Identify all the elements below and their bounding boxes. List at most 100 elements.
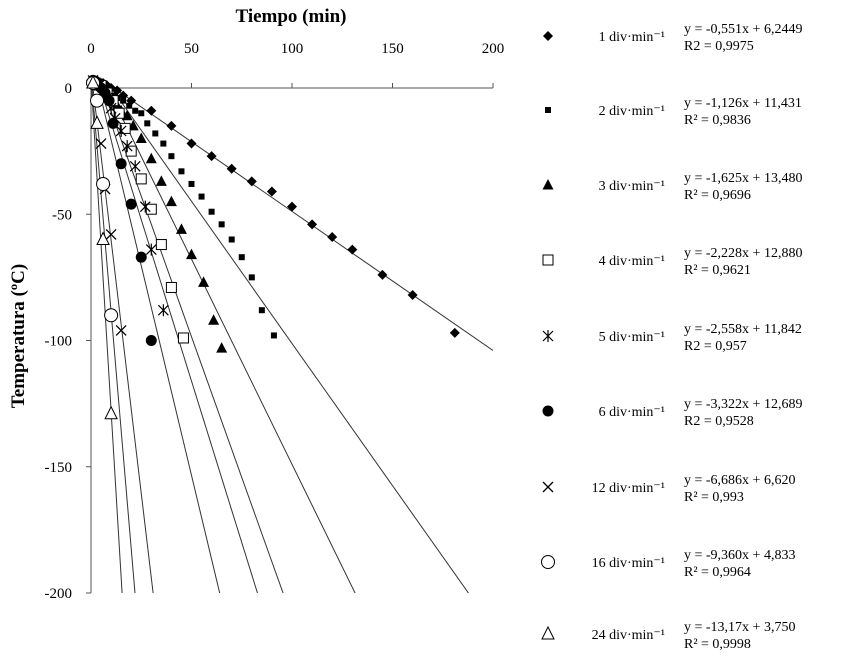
trendline <box>102 88 284 593</box>
data-point <box>95 138 107 150</box>
ticks: 0 50 100 150 200 0 -50 -100 -150 -200 <box>45 41 505 602</box>
data-point <box>165 195 177 207</box>
r-squared-label: R² = 0,9998 <box>684 637 751 652</box>
data-point <box>246 176 257 187</box>
data-point <box>90 115 104 129</box>
data-point <box>327 231 338 242</box>
data-point <box>270 332 277 339</box>
data-point <box>155 239 167 251</box>
legend-item: 1 div·min⁻¹ y = -0,551x + 6,2449 R2 = 0,99… <box>543 22 802 54</box>
legend-marker <box>542 330 554 342</box>
r-squared-label: R2 = 0,9528 <box>684 414 754 429</box>
r-squared-label: R² = 0,9696 <box>684 188 751 203</box>
legend-label: 2 div·min⁻¹ <box>599 104 665 119</box>
data-point <box>145 152 157 164</box>
data-point <box>115 124 127 137</box>
data-point <box>145 243 157 256</box>
legend-marker <box>542 405 554 417</box>
legend-marker <box>541 625 555 640</box>
data-point <box>266 186 277 197</box>
trendline <box>91 88 136 593</box>
legend-marker <box>542 179 554 190</box>
data-point <box>104 405 118 420</box>
trendline-equation: y = -2,228x + 12,880 <box>684 246 802 261</box>
data-point <box>377 269 388 280</box>
legend: 1 div·min⁻¹ y = -0,551x + 6,2449 R2 = 0,99… <box>541 22 802 652</box>
data-point <box>165 281 177 293</box>
trendline-equation: y = -1,625x + 13,480 <box>684 171 802 186</box>
r-squared-label: R2 = 0,9975 <box>684 39 754 54</box>
legend-label: 5 div·min⁻¹ <box>599 330 665 345</box>
data-point <box>228 236 235 243</box>
legend-label: 6 div·min⁻¹ <box>599 405 665 420</box>
x-tick-label: 150 <box>381 41 404 57</box>
y-tick-label: -150 <box>45 460 73 476</box>
data-point <box>166 120 177 131</box>
data-point <box>155 175 167 186</box>
data-point <box>307 219 318 230</box>
r-squared-label: R² = 0,9964 <box>684 565 751 580</box>
data-point <box>198 276 210 287</box>
legend-label: 12 div·min⁻¹ <box>592 481 665 496</box>
data-points <box>86 74 460 420</box>
legend-label: 16 div·min⁻¹ <box>592 556 665 571</box>
data-point <box>198 193 205 200</box>
y-tick-label: 0 <box>65 81 73 97</box>
legend-item: 2 div·min⁻¹ y = -1,126x + 11,431 R² = 0,98… <box>545 96 802 128</box>
data-point <box>407 290 418 301</box>
data-point <box>138 110 145 117</box>
data-point <box>160 140 167 147</box>
trendline <box>107 88 356 593</box>
y-tick-label: -100 <box>45 334 73 350</box>
data-point <box>121 140 133 153</box>
data-point <box>152 130 159 137</box>
data-point <box>208 208 215 215</box>
data-point <box>120 97 127 104</box>
legend-label: 4 div·min⁻¹ <box>599 254 665 269</box>
legend-item: 24 div·min⁻¹ y = -13,17x + 3,750 R² = 0,99… <box>541 620 795 652</box>
trendline-equation: y = -0,551x + 6,2449 <box>684 22 802 37</box>
data-point <box>125 198 137 210</box>
data-point <box>135 251 147 263</box>
legend-label: 3 div·min⁻¹ <box>599 179 665 194</box>
data-point <box>115 324 127 336</box>
y-axis-title: Temperatura (ºC) <box>8 264 29 408</box>
legend-marker <box>543 31 553 41</box>
data-point <box>96 176 111 191</box>
data-point <box>238 254 245 261</box>
data-point <box>144 120 151 127</box>
data-point <box>145 203 157 215</box>
legend-item: 16 div·min⁻¹ y = -9,360x + 4,833 R² = 0,99… <box>541 548 795 580</box>
data-point <box>86 74 100 89</box>
data-point <box>115 158 127 170</box>
trendlines <box>91 88 493 593</box>
legend-label: 24 div·min⁻¹ <box>592 628 665 643</box>
data-point <box>125 145 137 157</box>
data-point <box>188 180 195 187</box>
data-point <box>226 163 237 174</box>
data-point <box>135 132 147 143</box>
data-point <box>248 274 255 281</box>
data-point <box>177 332 189 344</box>
data-point <box>347 244 358 255</box>
trendline <box>99 88 258 593</box>
data-point <box>258 307 265 314</box>
x-tick-label: 0 <box>87 41 95 57</box>
legend-item: 3 div·min⁻¹ y = -1,625x + 13,480 R² = 0,96… <box>542 171 802 203</box>
data-point <box>287 201 297 212</box>
data-point <box>175 223 187 234</box>
trendline <box>110 88 470 593</box>
data-point <box>126 102 133 109</box>
data-point <box>186 248 197 260</box>
r-squared-label: R² = 0,993 <box>684 490 744 505</box>
x-tick-label: 100 <box>281 41 304 57</box>
data-point <box>216 342 228 353</box>
data-point <box>132 107 139 114</box>
r-squared-label: R² = 0,9621 <box>684 263 751 278</box>
data-point <box>107 117 119 129</box>
legend-label: 1 div·min⁻¹ <box>599 30 665 45</box>
legend-marker <box>542 254 554 266</box>
data-point <box>178 168 185 175</box>
legend-item: 12 div·min⁻¹ y = -6,686x + 6,620 R² = 0,99… <box>542 473 795 505</box>
data-point <box>145 335 157 346</box>
